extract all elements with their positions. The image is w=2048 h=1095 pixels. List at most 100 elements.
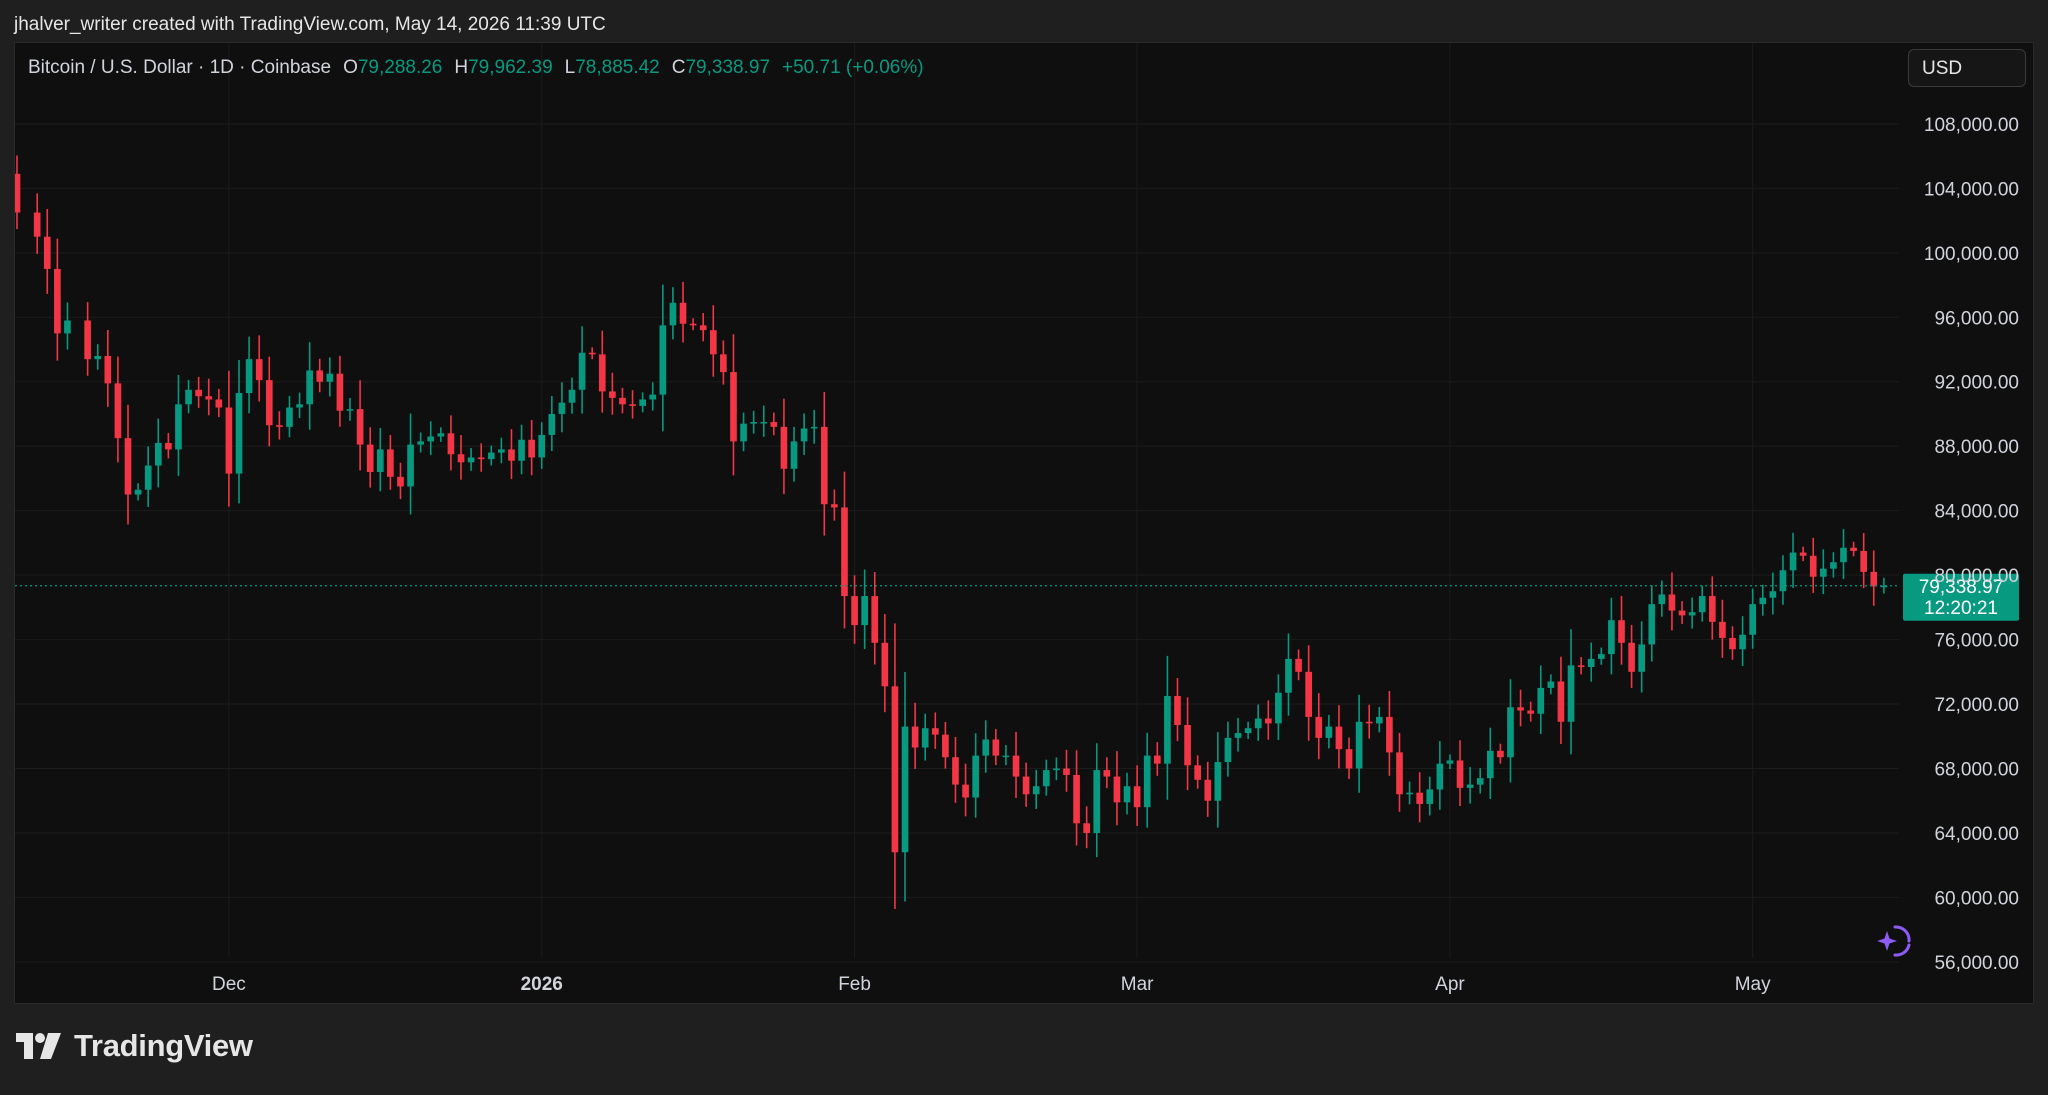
candle bbox=[1587, 642, 1595, 682]
candle-body bbox=[982, 739, 990, 756]
candle-body bbox=[1799, 552, 1807, 556]
candle bbox=[659, 284, 667, 432]
candle bbox=[185, 379, 192, 414]
candle bbox=[1628, 624, 1635, 688]
candle bbox=[1123, 772, 1131, 815]
tradingview-logo[interactable]: TradingView bbox=[16, 1028, 253, 1064]
candle bbox=[861, 569, 868, 650]
candle bbox=[558, 382, 566, 433]
candle bbox=[1486, 727, 1494, 799]
y-tick-label: 92,000.00 bbox=[1934, 373, 2019, 394]
candle bbox=[286, 395, 293, 438]
candle-body bbox=[255, 359, 263, 381]
candle-body bbox=[447, 433, 455, 455]
candle bbox=[1446, 754, 1454, 770]
candle bbox=[508, 429, 515, 480]
candle-body bbox=[689, 323, 697, 326]
candle bbox=[165, 432, 172, 459]
candle bbox=[1143, 732, 1151, 828]
candle-body bbox=[548, 413, 556, 435]
candle-body bbox=[659, 325, 667, 395]
candle bbox=[1315, 693, 1323, 760]
candle bbox=[144, 446, 152, 507]
candle-body bbox=[104, 355, 112, 384]
candle bbox=[931, 712, 939, 749]
candle-body bbox=[1587, 658, 1595, 667]
legend-symbol: Bitcoin / U.S. Dollar · 1D · Coinbase bbox=[28, 57, 332, 78]
candle-body bbox=[1507, 707, 1514, 758]
candle bbox=[407, 413, 414, 515]
candle bbox=[1830, 552, 1837, 578]
candle-body bbox=[154, 442, 162, 466]
candle-body bbox=[437, 433, 445, 437]
candle-body bbox=[33, 212, 41, 237]
candle-body bbox=[1355, 721, 1363, 769]
candle bbox=[810, 409, 818, 444]
candle-body bbox=[336, 373, 344, 411]
candle-body bbox=[1153, 755, 1161, 764]
candle-body bbox=[1608, 620, 1615, 655]
candle-body bbox=[185, 389, 192, 405]
candle-body bbox=[508, 449, 515, 461]
currency-button[interactable]: USD bbox=[1908, 49, 2026, 87]
y-tick-label: 100,000.00 bbox=[1924, 244, 2019, 265]
chart-panel[interactable]: 79,338.97 12:20:21 108,000.00 104,000.00 10… bbox=[14, 42, 2034, 1004]
candle bbox=[1638, 621, 1646, 693]
candle bbox=[1184, 697, 1191, 791]
candle-layer bbox=[15, 155, 1888, 909]
candle-body bbox=[1032, 786, 1040, 795]
candle-body bbox=[931, 728, 939, 735]
candle-body bbox=[43, 236, 51, 269]
candle-body bbox=[588, 352, 596, 355]
candle bbox=[942, 721, 949, 769]
candle-body bbox=[942, 734, 949, 758]
candle bbox=[871, 571, 879, 665]
candle bbox=[376, 427, 384, 492]
candle-body bbox=[1295, 658, 1302, 672]
candle-body bbox=[1365, 721, 1373, 724]
candle bbox=[1355, 694, 1363, 793]
candle bbox=[43, 208, 51, 294]
candle bbox=[255, 335, 263, 402]
candle-body bbox=[134, 489, 142, 495]
candle bbox=[1244, 721, 1252, 739]
candle bbox=[1870, 550, 1878, 606]
grid-layer bbox=[15, 43, 1899, 963]
y-tick-label: 72,000.00 bbox=[1934, 695, 2019, 716]
candle-body bbox=[1053, 768, 1060, 771]
candle bbox=[881, 614, 889, 713]
candle-body bbox=[538, 434, 546, 458]
candle-body bbox=[306, 370, 313, 405]
legend-change-value: +50.71 (+0.06%) bbox=[782, 57, 924, 78]
y-tick-label: 104,000.00 bbox=[1924, 179, 2019, 200]
candle-body bbox=[1648, 604, 1656, 645]
candle-body bbox=[1597, 654, 1605, 659]
candle bbox=[1164, 655, 1171, 800]
candle bbox=[629, 390, 636, 419]
candle-body bbox=[296, 404, 303, 408]
candle-body bbox=[558, 402, 566, 414]
candle bbox=[215, 388, 223, 418]
candle bbox=[1527, 701, 1535, 722]
candle-body bbox=[1042, 770, 1050, 787]
candle bbox=[831, 489, 838, 521]
candle bbox=[1860, 532, 1868, 589]
candle-body bbox=[740, 423, 747, 442]
legend-low-label: L bbox=[564, 57, 576, 78]
candle bbox=[397, 462, 404, 500]
candle bbox=[1386, 690, 1393, 776]
candle-body bbox=[1557, 681, 1565, 722]
candle bbox=[1093, 743, 1101, 858]
candle bbox=[820, 392, 828, 536]
candle-body bbox=[820, 426, 828, 505]
ai-assist-sparkle-icon[interactable] bbox=[1873, 921, 1913, 961]
candle bbox=[709, 305, 717, 377]
candle-body bbox=[921, 728, 929, 748]
candle bbox=[15, 155, 21, 230]
candle bbox=[1708, 576, 1716, 640]
candle-body bbox=[1103, 770, 1111, 777]
candle bbox=[1073, 750, 1080, 846]
candle bbox=[477, 443, 485, 472]
candle bbox=[740, 412, 747, 452]
